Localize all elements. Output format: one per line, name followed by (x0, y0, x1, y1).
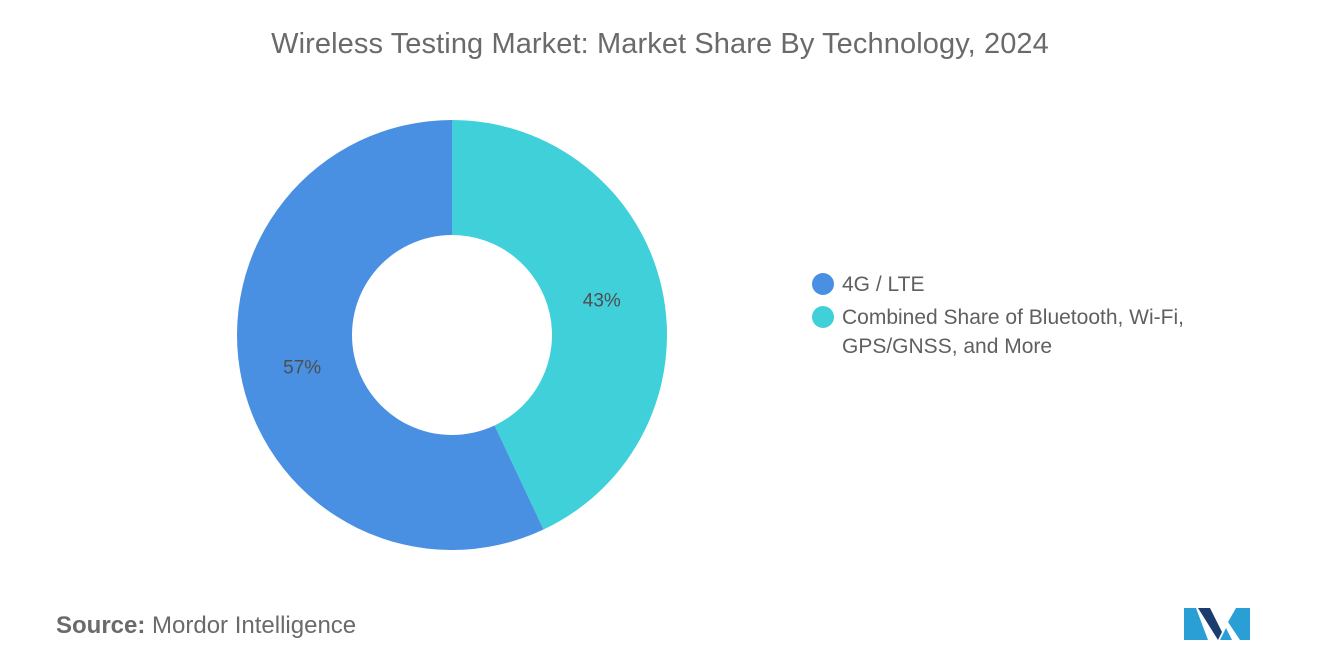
logo-middle-shape (1198, 608, 1222, 640)
mordor-intelligence-logo (1184, 608, 1250, 640)
slice-4g-lte[interactable] (236, 120, 544, 551)
slice-combined-share[interactable] (452, 120, 667, 530)
legend-label-4g-lte: 4G / LTE (842, 273, 925, 296)
donut-slices (236, 120, 667, 551)
logo-right-bar (1228, 608, 1250, 640)
legend-item-combined-share[interactable]: Combined Share of Bluetooth, Wi-Fi, GPS/… (812, 303, 1232, 361)
slice-label-4g-lte: 57% (283, 358, 321, 379)
legend-swatch-combined-share (812, 306, 834, 328)
chart-title: Wireless Testing Market: Market Share By… (271, 28, 1049, 60)
legend-label-combined-share: Combined Share of Bluetooth, Wi-Fi, GPS/… (842, 306, 1184, 358)
legend-swatch-4g-lte (812, 273, 834, 295)
slice-label-combined-share: 43% (583, 291, 621, 312)
logo-left-bar (1184, 608, 1208, 640)
source-line: Source: Mordor Intelligence (56, 612, 356, 640)
source-value: Mordor Intelligence (152, 612, 357, 639)
logo-right-middle (1220, 628, 1232, 640)
donut-slice-labels: 43% 57% (283, 291, 621, 379)
legend-item-4g-lte[interactable]: 4G / LTE (812, 270, 1232, 299)
legend: 4G / LTE Combined Share of Bluetooth, Wi… (812, 270, 1232, 365)
source-key: Source: (56, 612, 146, 639)
